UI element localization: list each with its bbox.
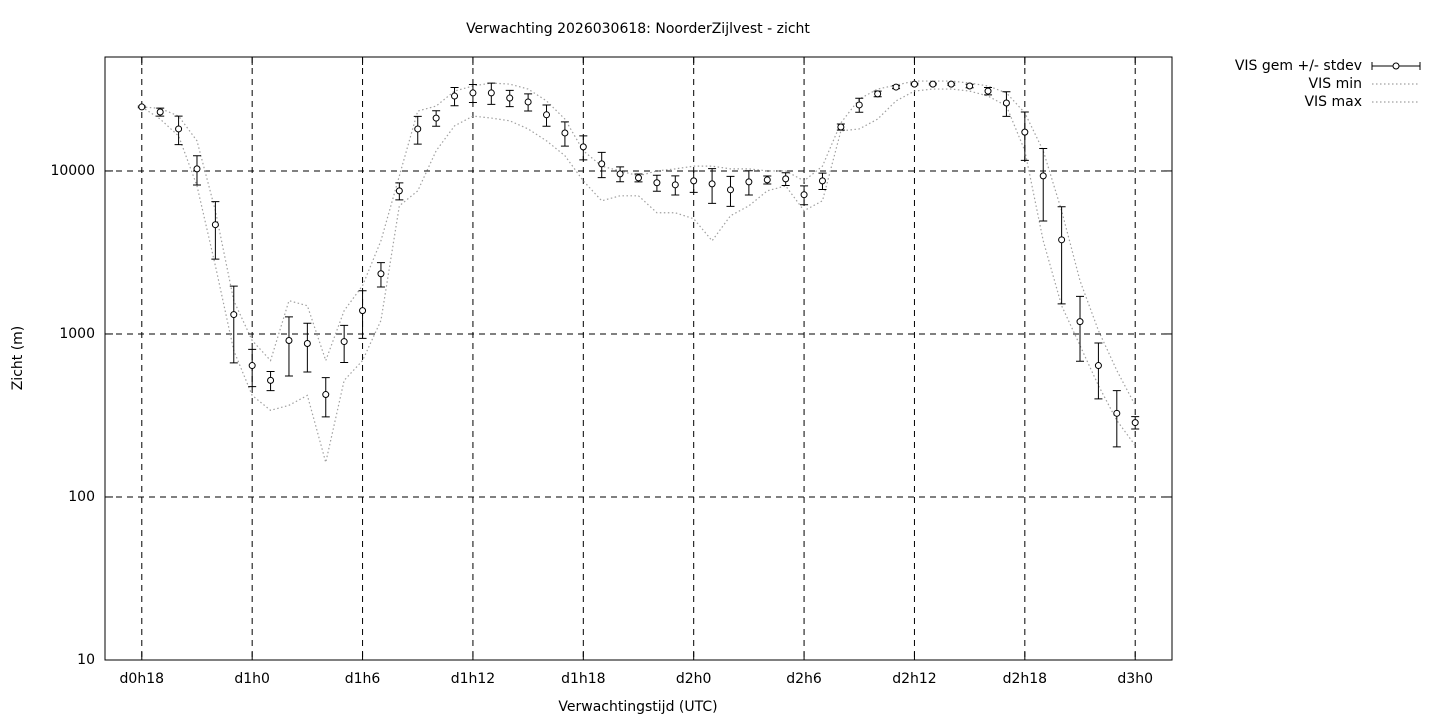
- error-bar: [229, 285, 238, 364]
- data-point: [690, 177, 698, 185]
- data-point: [1113, 409, 1121, 417]
- data-point: [1076, 318, 1084, 326]
- min-max-line: [141, 80, 1136, 406]
- data-point: [175, 125, 183, 133]
- data-point: [947, 80, 955, 88]
- data-point: [671, 181, 679, 189]
- data-point: [469, 89, 477, 97]
- data-point: [303, 339, 311, 347]
- data-point: [193, 165, 201, 173]
- data-point: [340, 338, 348, 346]
- data-point: [377, 270, 385, 278]
- legend-label: VIS max: [1304, 94, 1362, 110]
- data-point: [1021, 128, 1029, 136]
- data-point: [543, 111, 551, 119]
- data-point: [1131, 419, 1139, 427]
- chart-title: Verwachting 2026030618: NoorderZijlvest …: [466, 21, 810, 37]
- data-point: [451, 92, 459, 100]
- x-tick-label: d1h18: [561, 671, 605, 687]
- data-point: [855, 101, 863, 109]
- x-tick-label: d2h6: [786, 671, 822, 687]
- data-point: [635, 174, 642, 182]
- error-bar: [211, 201, 220, 260]
- data-point: [892, 83, 900, 91]
- error-bar: [1076, 295, 1085, 362]
- data-point: [138, 103, 146, 111]
- y-tick-label: 1000: [59, 326, 95, 342]
- x-tick-label: d3h0: [1117, 671, 1153, 687]
- x-tick-label: d2h0: [676, 671, 712, 687]
- legend-swatch: [1392, 62, 1400, 70]
- x-tick-label: d1h12: [451, 671, 495, 687]
- data-point: [524, 98, 532, 106]
- x-tick-label: d2h12: [892, 671, 936, 687]
- plot-frame: [104, 56, 1173, 661]
- data-point: [598, 160, 606, 168]
- data-point: [414, 125, 422, 133]
- data-point: [782, 175, 790, 183]
- x-tick-label: d2h18: [1003, 671, 1047, 687]
- data-point: [156, 108, 164, 116]
- data-point: [230, 311, 238, 319]
- data-point: [1002, 99, 1010, 107]
- data-point: [1094, 362, 1102, 370]
- data-point: [616, 170, 624, 178]
- error-bar: [303, 322, 312, 373]
- data-point: [984, 87, 992, 95]
- data-point: [211, 221, 219, 229]
- data-point: [745, 178, 753, 186]
- data-point: [267, 376, 275, 384]
- error-bar: [358, 290, 367, 339]
- data-point: [561, 129, 569, 137]
- data-point: [285, 336, 293, 344]
- data-point: [395, 187, 403, 195]
- x-tick-label: d1h6: [345, 671, 381, 687]
- data-point: [506, 94, 514, 102]
- data-point: [359, 307, 367, 315]
- data-point: [763, 176, 771, 184]
- data-point: [726, 186, 734, 194]
- data-point: [837, 123, 845, 131]
- data-point: [1039, 172, 1047, 180]
- data-point: [800, 191, 808, 199]
- y-tick-label: 10000: [50, 163, 95, 179]
- data-point: [579, 143, 587, 151]
- legend-label: VIS gem +/- stdev: [1235, 58, 1362, 74]
- y-tick-label: 100: [68, 489, 95, 505]
- data-point: [708, 180, 716, 188]
- legend-label: VIS min: [1309, 76, 1362, 92]
- error-bar: [1112, 390, 1121, 448]
- error-bar: [1057, 206, 1066, 305]
- y-axis-label: Zicht (m): [10, 326, 26, 391]
- data-point: [653, 179, 661, 187]
- data-point: [432, 114, 440, 122]
- x-tick-label: d0h18: [120, 671, 164, 687]
- data-point: [487, 89, 495, 97]
- error-bar: [1039, 148, 1048, 222]
- x-axis-label: Verwachtingstijd (UTC): [558, 699, 717, 715]
- x-tick-label: d1h0: [234, 671, 270, 687]
- min-max-line: [141, 88, 1136, 463]
- error-bar: [1020, 111, 1029, 161]
- error-bar: [284, 316, 293, 377]
- data-point: [929, 80, 937, 88]
- data-point: [874, 90, 882, 98]
- y-tick-label: 10: [77, 652, 95, 668]
- data-point: [248, 362, 256, 370]
- data-point: [818, 177, 826, 185]
- data-point: [910, 80, 918, 88]
- error-bar: [1094, 342, 1103, 400]
- data-point: [966, 82, 974, 90]
- data-point: [322, 391, 330, 399]
- data-point: [1058, 236, 1066, 244]
